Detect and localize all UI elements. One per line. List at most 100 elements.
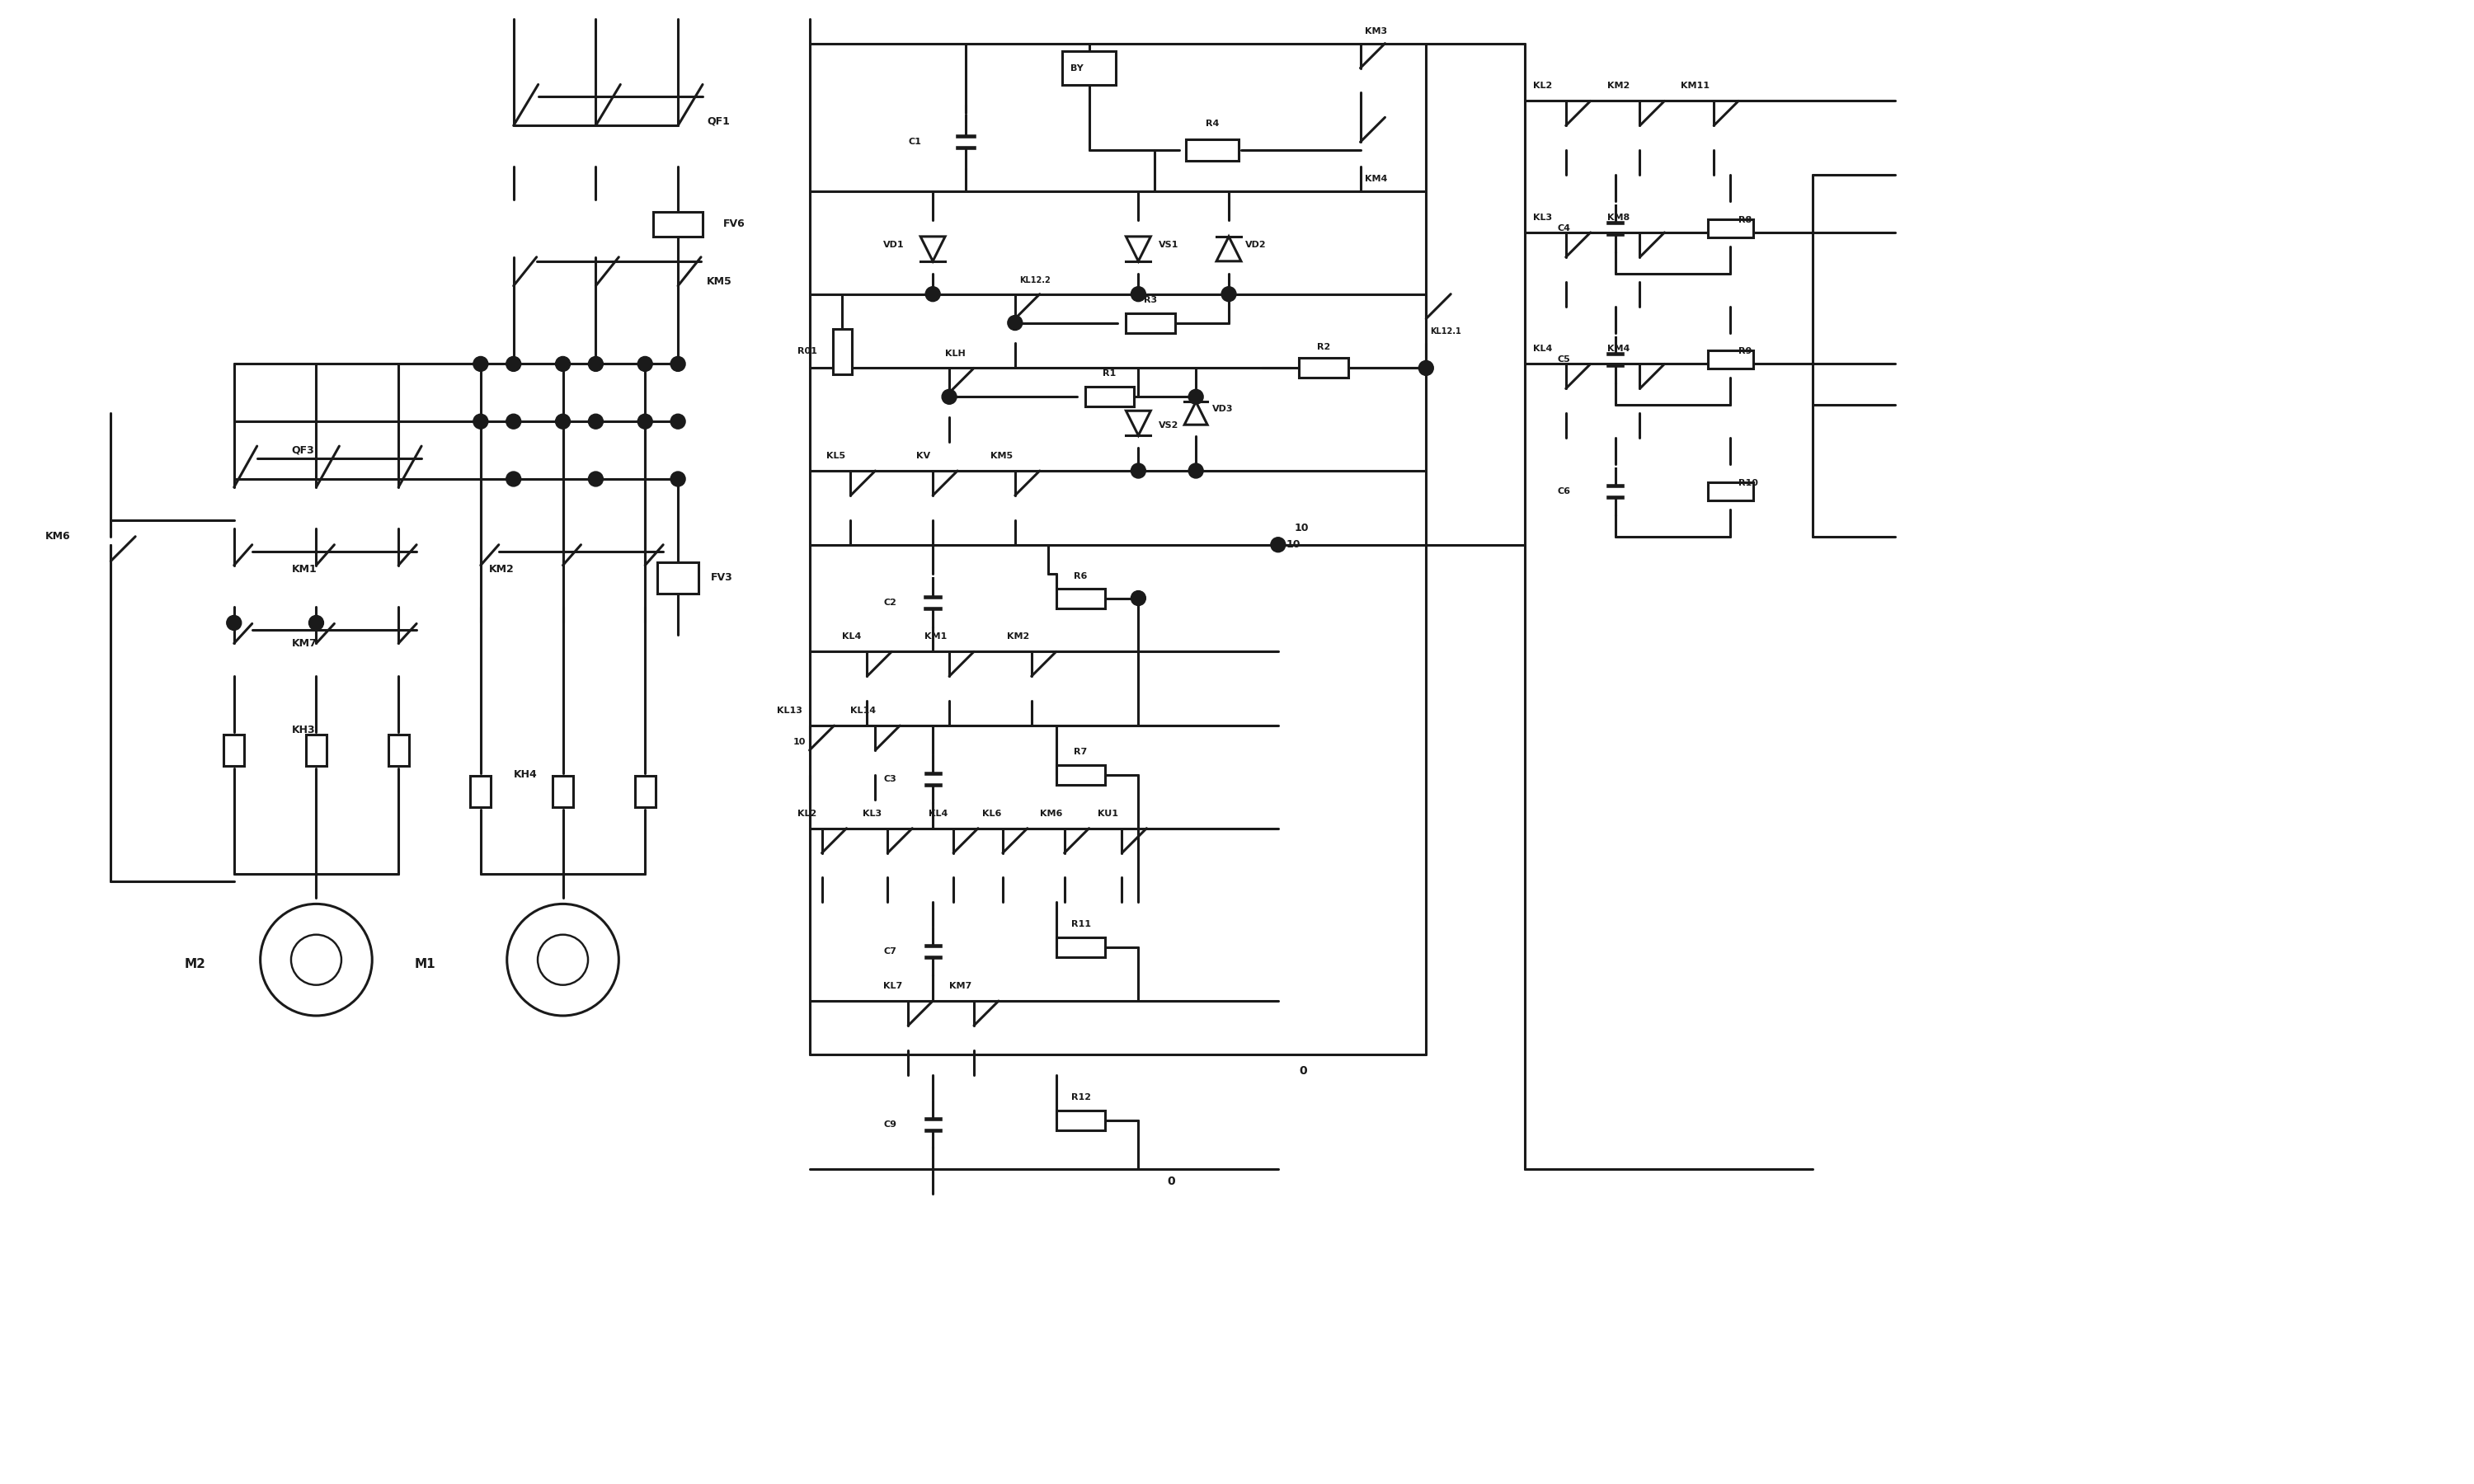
- Text: VS1: VS1: [1158, 240, 1180, 249]
- Bar: [1707, 482, 1754, 500]
- Text: C3: C3: [883, 775, 896, 784]
- Bar: [1707, 350, 1754, 370]
- Text: KM3: KM3: [1366, 27, 1388, 36]
- Polygon shape: [1126, 236, 1150, 261]
- Text: KLH: KLH: [945, 350, 965, 358]
- Text: KL4: KL4: [928, 809, 948, 818]
- Circle shape: [589, 356, 604, 371]
- Text: R6: R6: [1074, 571, 1089, 580]
- Circle shape: [507, 356, 522, 371]
- Bar: [1126, 313, 1175, 332]
- Circle shape: [638, 356, 653, 371]
- Bar: [636, 776, 656, 807]
- Text: R1: R1: [1103, 370, 1116, 378]
- Text: KL2: KL2: [1534, 82, 1551, 91]
- Polygon shape: [1217, 236, 1242, 261]
- Circle shape: [638, 414, 653, 429]
- Text: KL6: KL6: [982, 809, 1002, 818]
- Circle shape: [589, 472, 604, 487]
- Bar: [1086, 387, 1133, 407]
- Text: 10: 10: [1286, 539, 1301, 551]
- Text: R7: R7: [1074, 748, 1089, 755]
- Text: KM4: KM4: [1608, 344, 1630, 353]
- Circle shape: [670, 414, 685, 429]
- Text: C7: C7: [883, 947, 896, 956]
- Circle shape: [943, 389, 957, 404]
- Circle shape: [228, 616, 242, 631]
- Bar: [1056, 938, 1106, 957]
- Bar: [1056, 766, 1106, 785]
- Text: R2: R2: [1316, 343, 1331, 352]
- Circle shape: [473, 356, 487, 371]
- Bar: [552, 776, 574, 807]
- Bar: [307, 735, 327, 766]
- Text: VD1: VD1: [883, 240, 905, 249]
- Text: R4: R4: [1205, 120, 1220, 128]
- Circle shape: [507, 414, 522, 429]
- Text: KL3: KL3: [863, 809, 883, 818]
- Circle shape: [1272, 537, 1286, 552]
- Circle shape: [1007, 316, 1022, 331]
- Text: FV3: FV3: [710, 573, 732, 583]
- Text: QF1: QF1: [708, 116, 730, 126]
- Text: VD2: VD2: [1244, 240, 1267, 249]
- Text: KL4: KL4: [1534, 344, 1551, 353]
- Text: KM2: KM2: [1007, 632, 1029, 641]
- Text: 0: 0: [1299, 1066, 1306, 1076]
- Text: R12: R12: [1071, 1092, 1091, 1101]
- Text: 0: 0: [1168, 1175, 1175, 1187]
- Bar: [834, 329, 851, 374]
- Text: R10: R10: [1739, 479, 1759, 487]
- Circle shape: [309, 616, 324, 631]
- Text: M1: M1: [416, 957, 435, 971]
- Circle shape: [473, 414, 487, 429]
- Circle shape: [507, 904, 618, 1015]
- Bar: [1056, 588, 1106, 608]
- Text: KM5: KM5: [990, 451, 1012, 460]
- Text: KL13: KL13: [777, 706, 802, 715]
- Text: KL14: KL14: [851, 706, 876, 715]
- Text: KL2: KL2: [797, 809, 816, 818]
- Text: KL12.1: KL12.1: [1430, 326, 1462, 335]
- Circle shape: [925, 286, 940, 301]
- Text: R11: R11: [1071, 920, 1091, 929]
- Text: 10: 10: [1294, 522, 1309, 534]
- Circle shape: [537, 935, 589, 985]
- Polygon shape: [920, 236, 945, 261]
- Text: M2: M2: [186, 957, 205, 971]
- Text: KM6: KM6: [1039, 809, 1061, 818]
- Circle shape: [260, 904, 371, 1015]
- Bar: [653, 212, 703, 236]
- Text: 10: 10: [794, 738, 807, 746]
- Text: KH4: KH4: [515, 770, 537, 781]
- Text: KM5: KM5: [708, 276, 732, 286]
- Text: C4: C4: [1559, 224, 1571, 233]
- Text: KM8: KM8: [1608, 214, 1630, 221]
- Text: KU1: KU1: [1098, 809, 1118, 818]
- Text: KM1: KM1: [292, 564, 317, 574]
- Text: KM2: KM2: [490, 564, 515, 574]
- Bar: [1185, 139, 1239, 160]
- Text: KM7: KM7: [950, 982, 972, 990]
- Bar: [658, 562, 698, 594]
- Text: KM4: KM4: [1366, 175, 1388, 183]
- Text: C5: C5: [1559, 356, 1571, 364]
- Text: BY: BY: [1071, 64, 1084, 73]
- Text: R3: R3: [1143, 295, 1158, 304]
- Bar: [1299, 358, 1348, 378]
- Text: R8: R8: [1739, 217, 1752, 224]
- Text: FV6: FV6: [722, 218, 745, 230]
- Circle shape: [1418, 361, 1432, 375]
- Circle shape: [557, 414, 571, 429]
- Text: C6: C6: [1559, 487, 1571, 496]
- Circle shape: [292, 935, 341, 985]
- Text: KM1: KM1: [925, 632, 948, 641]
- Circle shape: [1131, 286, 1145, 301]
- Text: C9: C9: [883, 1120, 896, 1128]
- Text: KM6: KM6: [45, 531, 69, 542]
- Circle shape: [557, 356, 571, 371]
- Bar: [388, 735, 408, 766]
- Text: QF3: QF3: [292, 445, 314, 456]
- Bar: [1061, 50, 1116, 85]
- Text: KM11: KM11: [1680, 82, 1710, 91]
